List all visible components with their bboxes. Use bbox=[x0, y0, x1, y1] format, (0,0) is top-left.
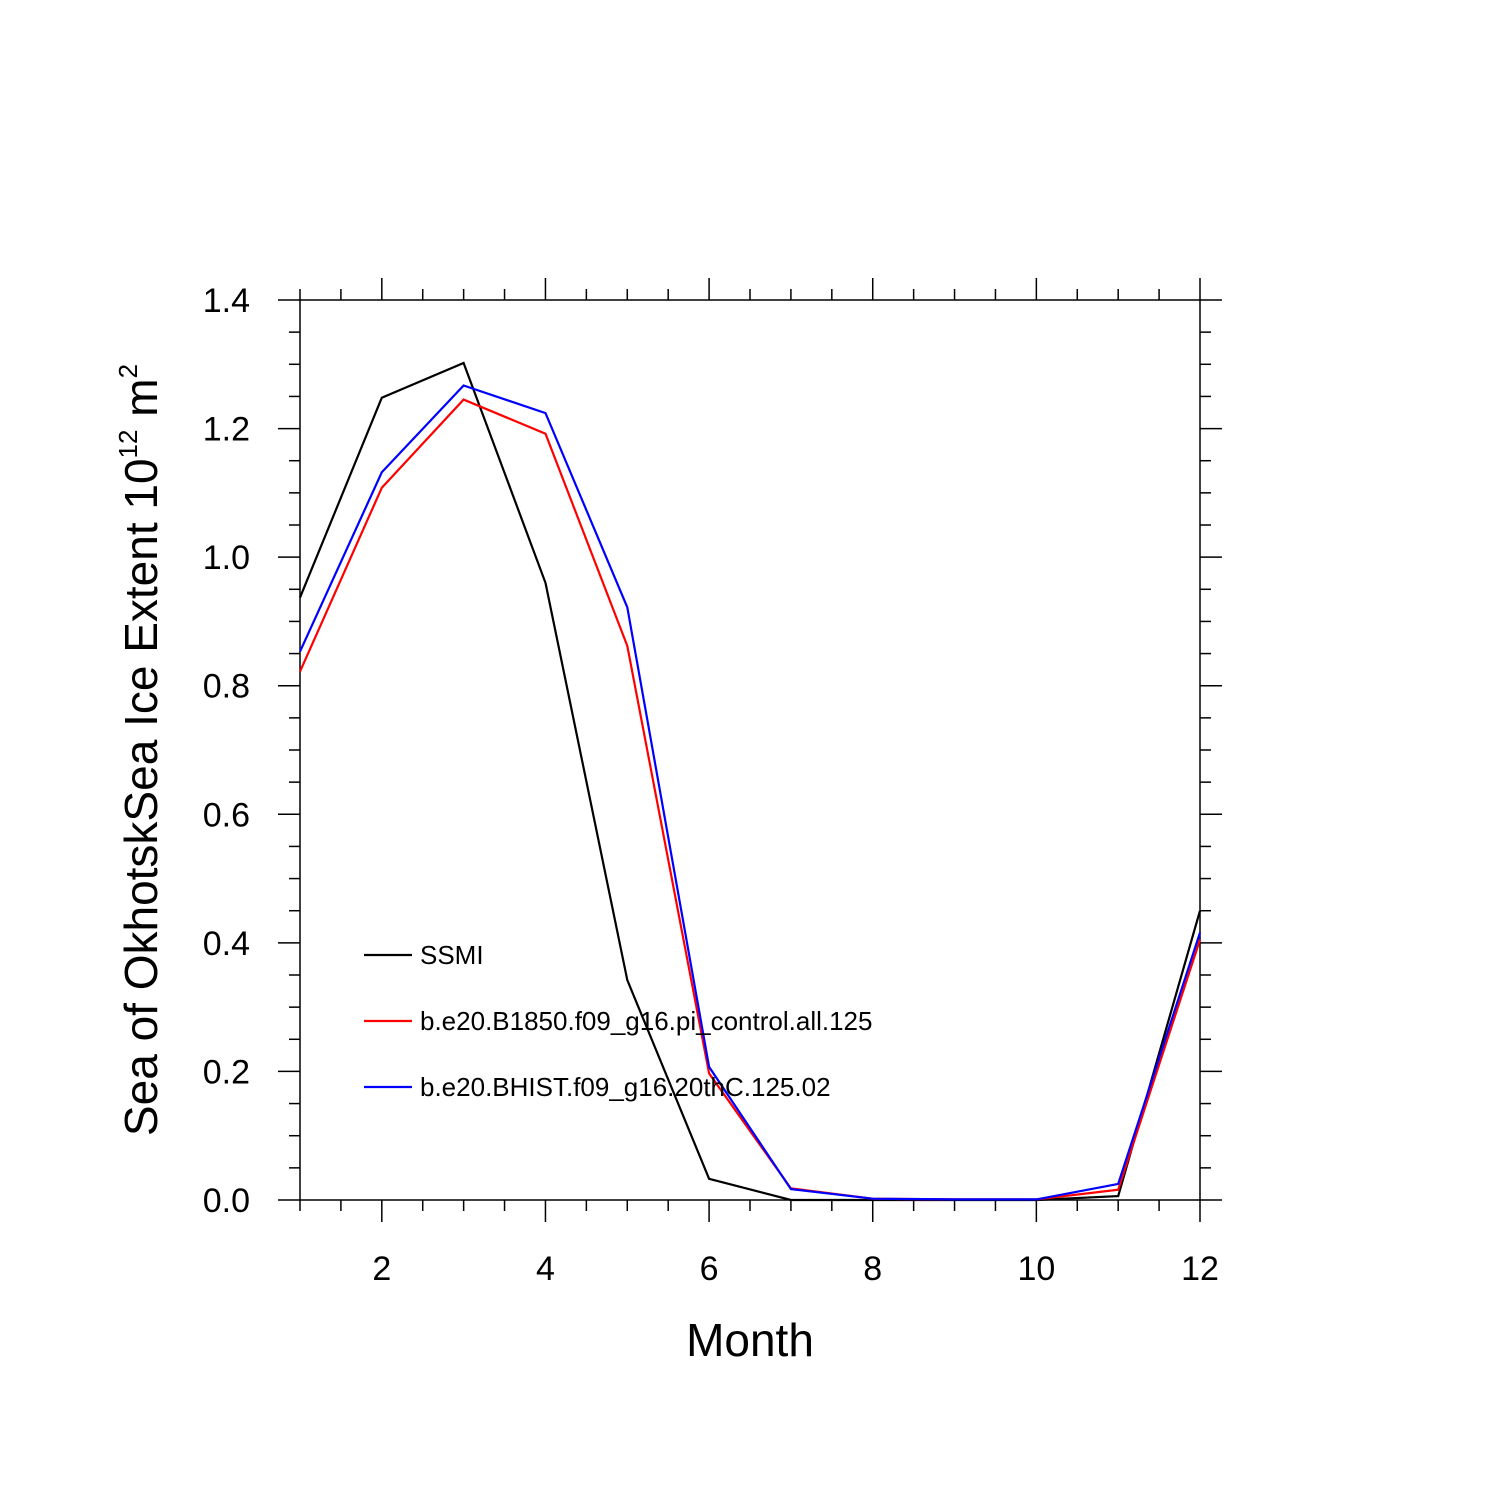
y-tick-label: 0.6 bbox=[203, 796, 250, 834]
y-tick-label: 0.0 bbox=[203, 1182, 250, 1220]
y-axis-title-exponent: 12 bbox=[113, 430, 143, 459]
y-tick-label: 1.0 bbox=[203, 539, 250, 577]
y-axis-title: Sea of OkhotskSea Ice Extent 1012 m2 bbox=[113, 364, 167, 1136]
series-line-3 bbox=[298, 384, 1202, 1201]
x-tick-label: 10 bbox=[1017, 1250, 1055, 1288]
y-axis-title-unit: m bbox=[115, 378, 167, 429]
x-tick-label: 8 bbox=[863, 1250, 882, 1288]
x-tick-label: 6 bbox=[700, 1250, 719, 1288]
x-tick-label: 2 bbox=[372, 1250, 391, 1288]
y-axis-title-unit-exponent: 2 bbox=[113, 364, 143, 378]
y-tick-label: 0.2 bbox=[203, 1053, 250, 1091]
y-tick-label: 1.2 bbox=[203, 411, 250, 449]
y-tick-label: 0.8 bbox=[203, 668, 250, 706]
y-tick-label: 1.4 bbox=[203, 282, 250, 320]
legend-label-2: b.e20.B1850.f09_g16.pi_control.all.125 bbox=[420, 1006, 872, 1036]
y-tick-label: 0.4 bbox=[203, 925, 250, 963]
legend: SSMI b.e20.B1850.f09_g16.pi_control.all.1… bbox=[364, 940, 872, 1102]
plot-frame bbox=[299, 299, 1201, 1201]
x-tick-label: 4 bbox=[536, 1250, 555, 1288]
x-axis-title: Month bbox=[686, 1314, 814, 1366]
axis-tick-labels: 2 4 6 8 10 12 0.0 0.2 0.4 0.6 0.8 1.0 1.2 1.4 bbox=[203, 282, 1219, 1288]
axis-ticks bbox=[278, 278, 1222, 1222]
legend-label-1: SSMI bbox=[420, 940, 484, 970]
series-lines bbox=[298, 361, 1202, 1202]
series-line-1 bbox=[298, 361, 1202, 1202]
y-axis-title-main: Sea of OkhotskSea Ice Extent 10 bbox=[115, 458, 167, 1136]
x-tick-label: 12 bbox=[1181, 1250, 1219, 1288]
legend-label-3: b.e20.BHIST.f09_g16.20thC.125.02 bbox=[420, 1072, 831, 1102]
